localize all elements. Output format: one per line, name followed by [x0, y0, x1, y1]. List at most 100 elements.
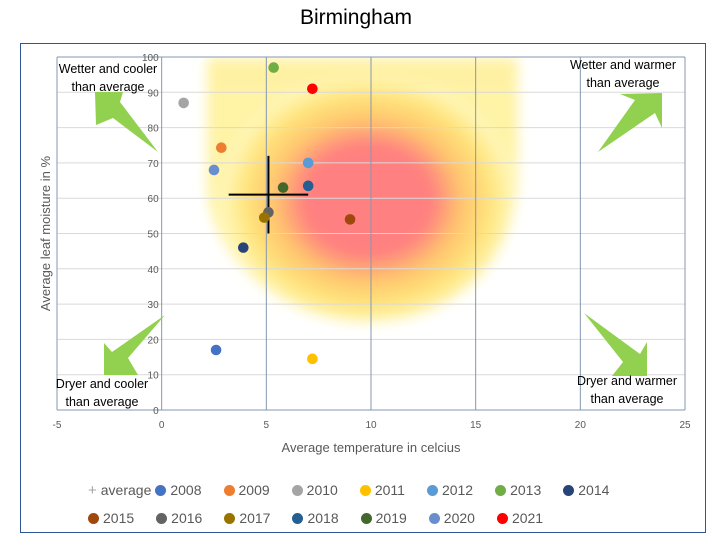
data-point-2010	[178, 97, 189, 109]
legend-label: 2020	[443, 510, 475, 526]
heat-top	[215, 58, 510, 88]
legend-item-2009: 2009	[223, 482, 270, 498]
legend-marker-icon	[426, 484, 438, 496]
legend-row: 2015 2016 2017 2018 2019 2020 2021	[88, 504, 688, 532]
legend-item-2021: 2021	[496, 510, 544, 526]
legend-label: 2009	[238, 482, 270, 498]
y-tick-label: 60	[148, 194, 160, 205]
legend-label: 2017	[239, 510, 271, 526]
legend-item-2015: 2015	[88, 510, 134, 526]
legend-label: 2016	[171, 510, 203, 526]
legend-marker-icon	[224, 512, 236, 524]
legend-marker-icon	[359, 484, 371, 496]
data-point-2020	[208, 164, 220, 176]
legend-marker-icon	[292, 512, 304, 524]
heat-zone-shape	[207, 58, 518, 328]
x-tick-label: 20	[575, 420, 587, 431]
quadrant-label-dryer-cooler: than average	[66, 395, 139, 409]
legend-item-2016: 2016	[156, 510, 202, 526]
legend-marker-icon	[428, 512, 440, 524]
data-points	[178, 62, 356, 365]
legend-label: 2019	[375, 510, 407, 526]
y-axis-title: Average leaf moisture in %	[38, 156, 53, 312]
quadrant-arrows	[95, 92, 662, 376]
heat-zone	[207, 58, 518, 328]
legend-marker-icon	[563, 484, 575, 496]
y-tick-label: 90	[148, 88, 160, 99]
data-point-2021	[307, 83, 318, 95]
arrow-dryer-cooler	[104, 315, 165, 375]
arrow-wetter-cooler	[95, 92, 158, 152]
x-tick-label: 25	[679, 420, 691, 431]
legend-label: 2008	[170, 482, 202, 498]
arrow-dryer-warmer	[584, 313, 647, 376]
data-point-2013	[268, 62, 279, 73]
legend-label: 2021	[511, 510, 544, 526]
quadrant-labels: Wetter and cooler than average Wetter and …	[56, 58, 677, 409]
plus-icon: +	[88, 481, 97, 499]
data-point-2012	[302, 157, 314, 169]
legend-marker-icon	[88, 512, 99, 524]
legend-label: 2012	[441, 482, 474, 498]
x-tick-label: 5	[264, 420, 270, 431]
arrow-wetter-warmer	[598, 93, 662, 152]
legend-item-2014: 2014	[563, 482, 609, 498]
legend-marker-icon	[155, 484, 167, 496]
y-tick-label: 100	[142, 53, 159, 64]
y-tick-label: 80	[148, 124, 160, 135]
legend-label: 2015	[103, 510, 135, 526]
x-axis-title: Average temperature in celcius	[282, 440, 461, 455]
data-point-2011	[307, 353, 318, 365]
legend-row: + average 2008 2009 2010 2011 2012 2013 2014	[88, 476, 688, 504]
legend-item-2019: 2019	[360, 510, 407, 526]
data-point-2009	[216, 142, 227, 154]
quadrant-label-wetter-warmer: Wetter and warmer	[570, 58, 676, 72]
quadrant-label-wetter-warmer: than average	[587, 76, 660, 90]
legend-item-average: + average	[88, 482, 151, 499]
legend-item-2017: 2017	[224, 510, 270, 526]
legend-label: 2018	[307, 510, 339, 526]
legend-marker-icon	[495, 484, 507, 496]
legend-label: 2010	[306, 482, 338, 498]
legend-label: 2011	[374, 482, 405, 498]
legend-item-2011: 2011	[359, 482, 405, 498]
axis-ticks: -5 0 5 10 15 20 25 0 10 20 30 40 50 60 70 80 90 100	[53, 53, 691, 431]
data-point-2015	[344, 214, 356, 225]
legend-item-2020: 2020	[428, 510, 475, 526]
data-point-2019	[277, 182, 289, 193]
legend-item-2013: 2013	[495, 482, 541, 498]
data-point-2017	[258, 212, 270, 223]
legend: + average 2008 2009 2010 2011 2012 2013 2014 201…	[88, 476, 688, 532]
data-point-2014	[238, 242, 249, 253]
legend-label: 2014	[578, 482, 610, 498]
chart-title: Birmingham	[299, 6, 413, 29]
data-point-2018	[302, 180, 314, 192]
chart-frame	[20, 43, 706, 533]
quadrant-label-wetter-cooler: Wetter and cooler	[59, 62, 157, 76]
quadrant-label-dryer-warmer: Dryer and warmer	[577, 374, 677, 388]
x-tick-label: -5	[53, 420, 62, 431]
legend-marker-icon	[360, 512, 372, 524]
data-point-2008	[210, 344, 222, 356]
legend-label: 2013	[510, 482, 542, 498]
legend-label: average	[100, 482, 152, 498]
gridlines	[56, 56, 686, 411]
y-tick-label: 40	[148, 265, 160, 276]
legend-marker-icon	[223, 484, 235, 496]
quadrant-label-dryer-cooler: Dryer and cooler	[56, 377, 148, 391]
y-tick-label: 20	[148, 335, 160, 346]
legend-item-2008: 2008	[155, 482, 202, 498]
y-tick-label: 50	[148, 230, 160, 241]
legend-item-2018: 2018	[292, 510, 339, 526]
y-tick-label: 70	[148, 159, 160, 170]
x-tick-label: 15	[470, 420, 482, 431]
legend-marker-icon	[156, 512, 168, 524]
legend-marker-icon	[496, 512, 508, 524]
quadrant-label-dryer-warmer: than average	[591, 392, 664, 406]
y-tick-label: 30	[148, 300, 160, 311]
y-tick-label: 0	[153, 406, 159, 417]
legend-item-2010: 2010	[291, 482, 338, 498]
heat-core	[218, 72, 518, 328]
x-tick-label: 0	[159, 420, 165, 431]
